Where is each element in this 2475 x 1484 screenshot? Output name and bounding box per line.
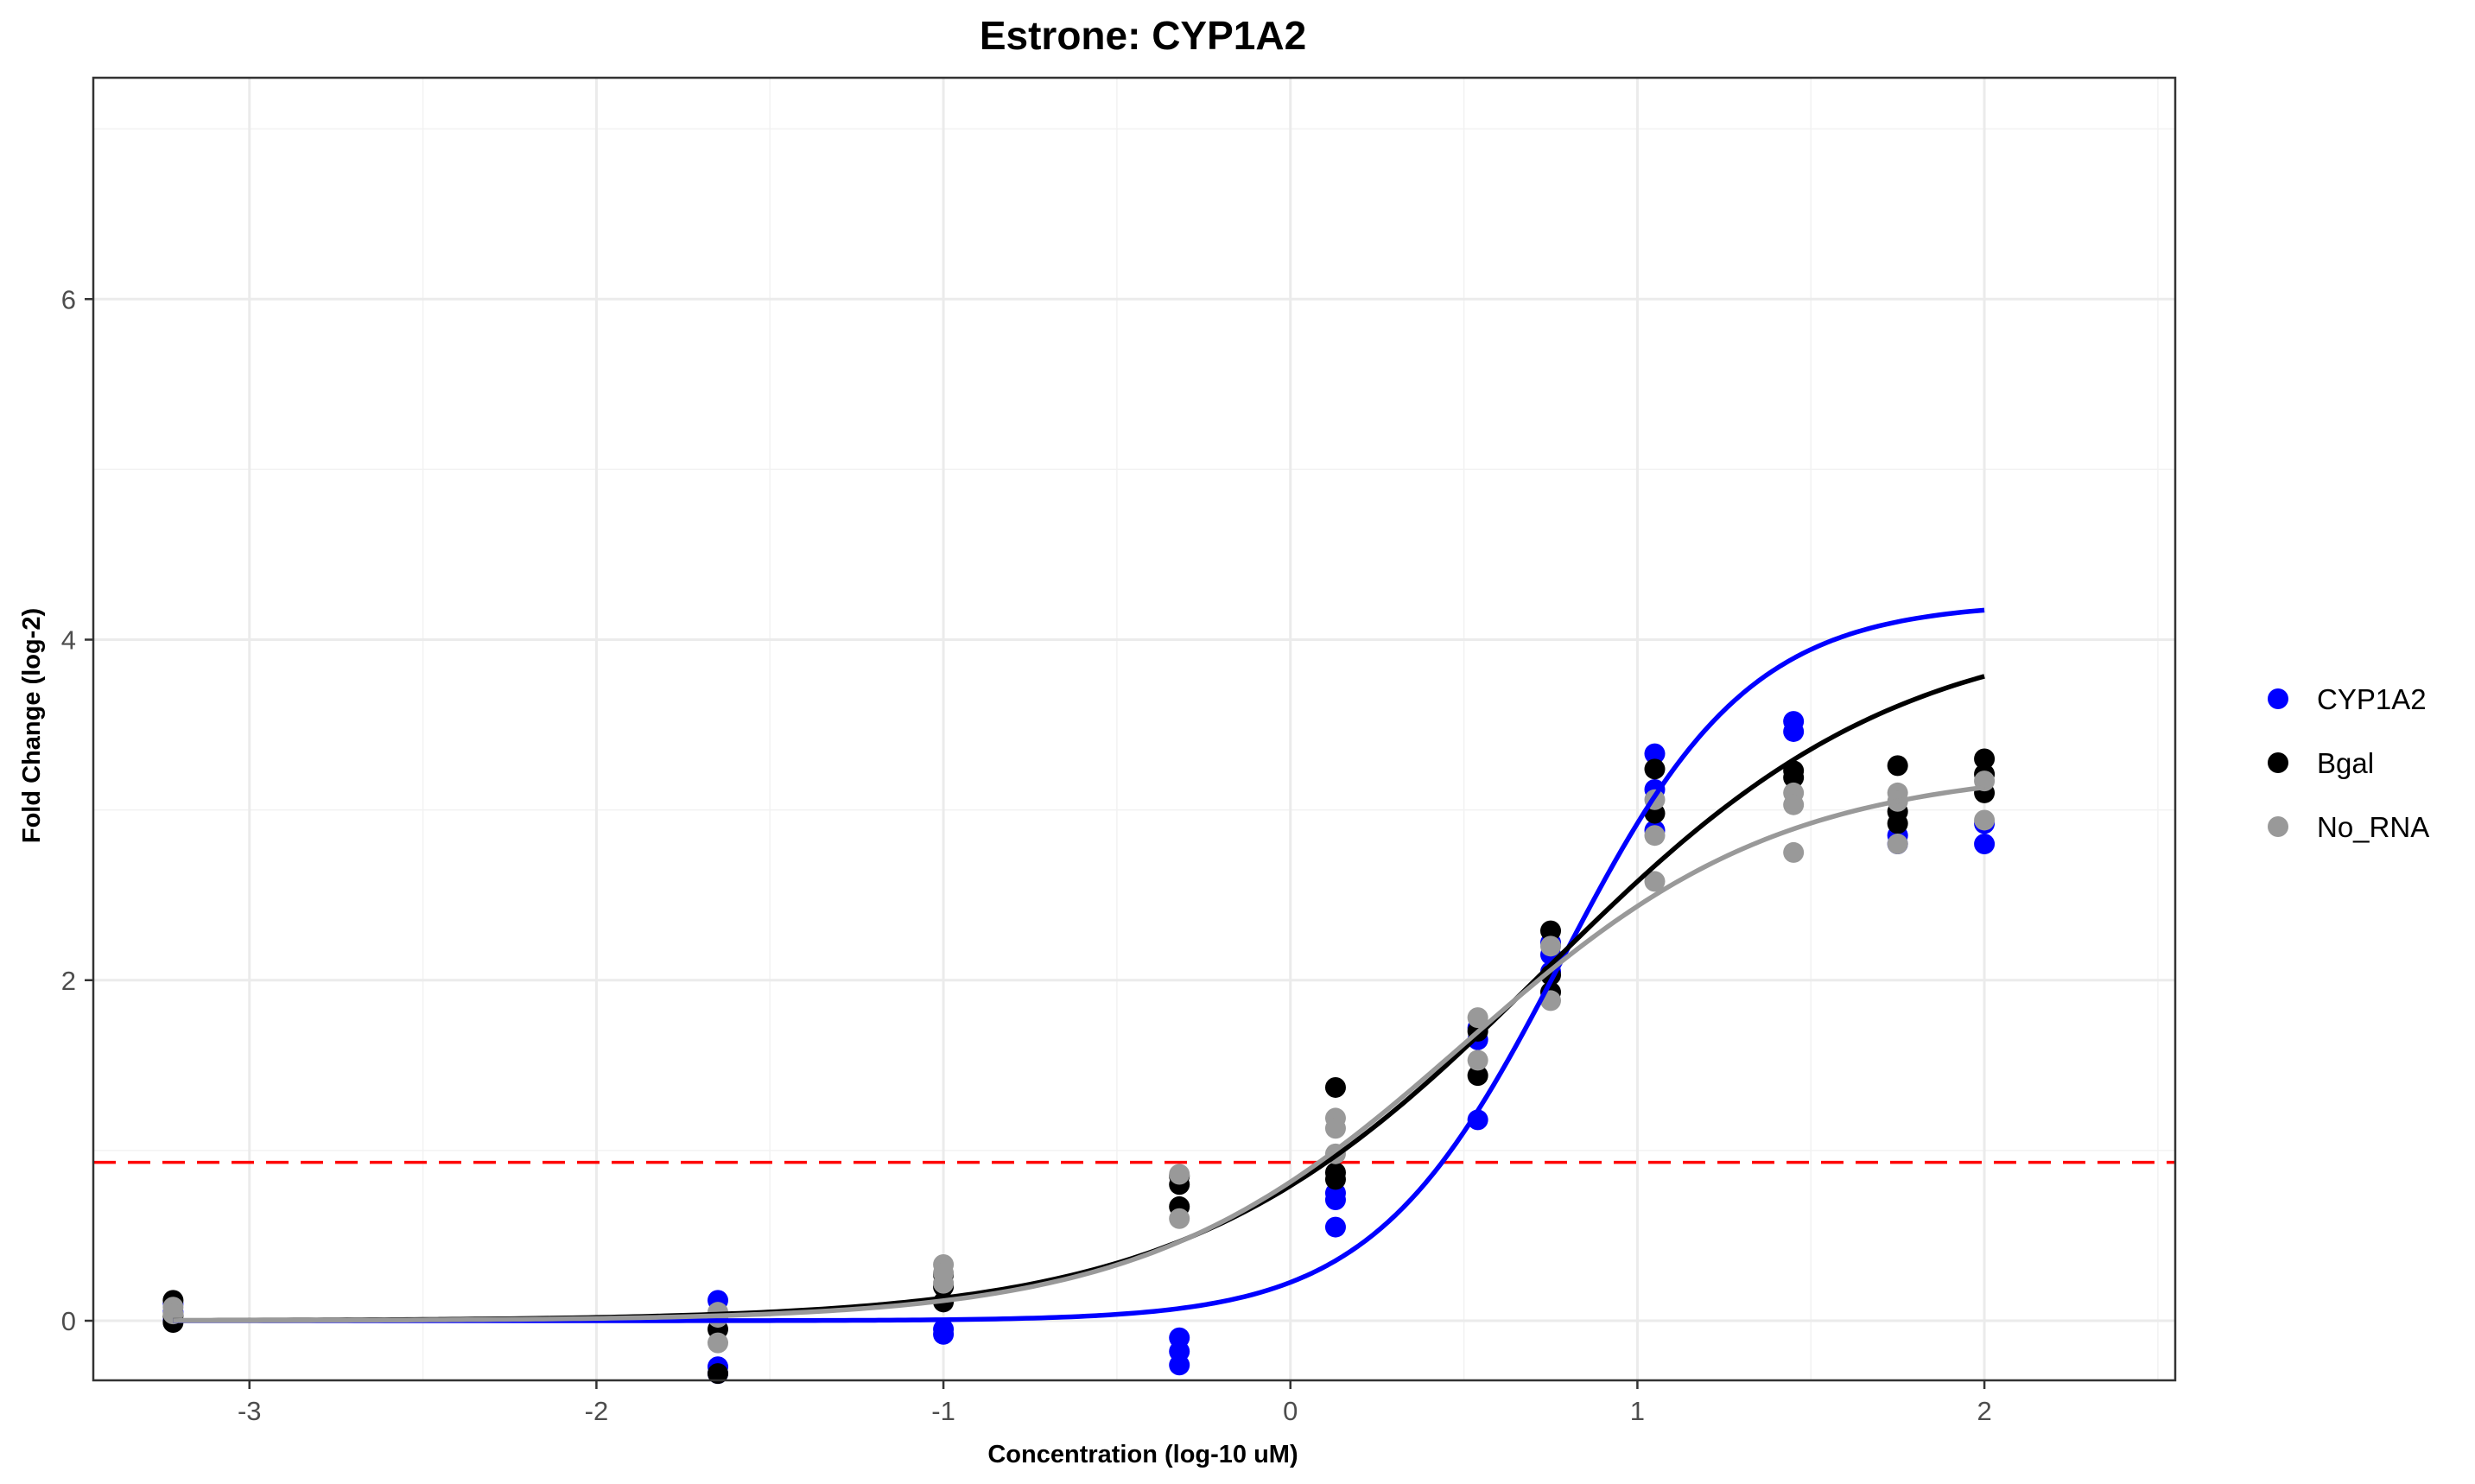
data-point (1887, 813, 1908, 834)
data-point (1467, 1065, 1488, 1087)
x-axis-title: Concentration (log-10 uM) (987, 1441, 1298, 1468)
data-point (1169, 1354, 1190, 1376)
data-point (1644, 825, 1666, 847)
data-point (1540, 920, 1561, 942)
x-tick-label: -2 (585, 1396, 609, 1426)
y-tick-label: 4 (61, 625, 76, 656)
data-point (1324, 1216, 1346, 1238)
panel-background (93, 78, 2175, 1380)
legend-key-cyp1a2 (2268, 688, 2288, 709)
data-point (1169, 1164, 1190, 1185)
axis-ticks: -3 -2 -1 0 1 2 0 2 4 6 (61, 284, 1992, 1426)
data-point (1783, 767, 1805, 789)
x-tick-label: -3 (238, 1396, 262, 1426)
legend-key-bgal (2268, 752, 2288, 773)
data-point (1974, 809, 1996, 831)
data-point (1974, 748, 1996, 770)
x-tick-label: 0 (1283, 1396, 1298, 1426)
data-point (1169, 1208, 1190, 1229)
panel-border (92, 76, 2177, 1382)
legend-label: No_RNA (2317, 811, 2429, 843)
data-point (1783, 841, 1805, 863)
data-point (1467, 1007, 1488, 1029)
data-point (1467, 1050, 1488, 1071)
data-point (933, 1272, 955, 1294)
chart-title: Estrone: CYP1A2 (980, 13, 1306, 58)
data-point (1644, 871, 1666, 892)
data-point (1324, 1076, 1346, 1098)
data-point (708, 1363, 728, 1385)
data-point (1887, 755, 1908, 777)
legend-label: Bgal (2317, 747, 2374, 779)
data-point (1887, 834, 1908, 855)
legend-key-no-rna (2268, 816, 2288, 837)
legend-label: CYP1A2 (2317, 683, 2427, 715)
fit-curve-no-rna (173, 784, 1985, 1323)
x-tick-label: 1 (1630, 1396, 1645, 1426)
data-point (1644, 743, 1666, 764)
x-tick-label: -1 (931, 1396, 955, 1426)
y-axis-title: Fold Change (log-2) (18, 608, 46, 843)
y-tick-label: 0 (61, 1306, 76, 1336)
data-point (1644, 758, 1666, 780)
data-point (1974, 834, 1996, 855)
legend: CYP1A2 Bgal No_RNA (2268, 683, 2429, 843)
fit-curves (173, 607, 1985, 1323)
data-point (1324, 1169, 1346, 1190)
y-tick-label: 6 (61, 284, 76, 314)
data-point (1783, 720, 1805, 742)
data-point (1324, 1118, 1346, 1139)
y-tick-label: 2 (61, 966, 76, 996)
data-point (933, 1323, 955, 1345)
panel-border-rect (92, 76, 2177, 1382)
data-point (708, 1332, 728, 1354)
data-point (1540, 935, 1561, 957)
plot-panel (93, 78, 2175, 1380)
x-tick-label: 2 (1977, 1396, 1991, 1426)
data-point (1783, 794, 1805, 815)
